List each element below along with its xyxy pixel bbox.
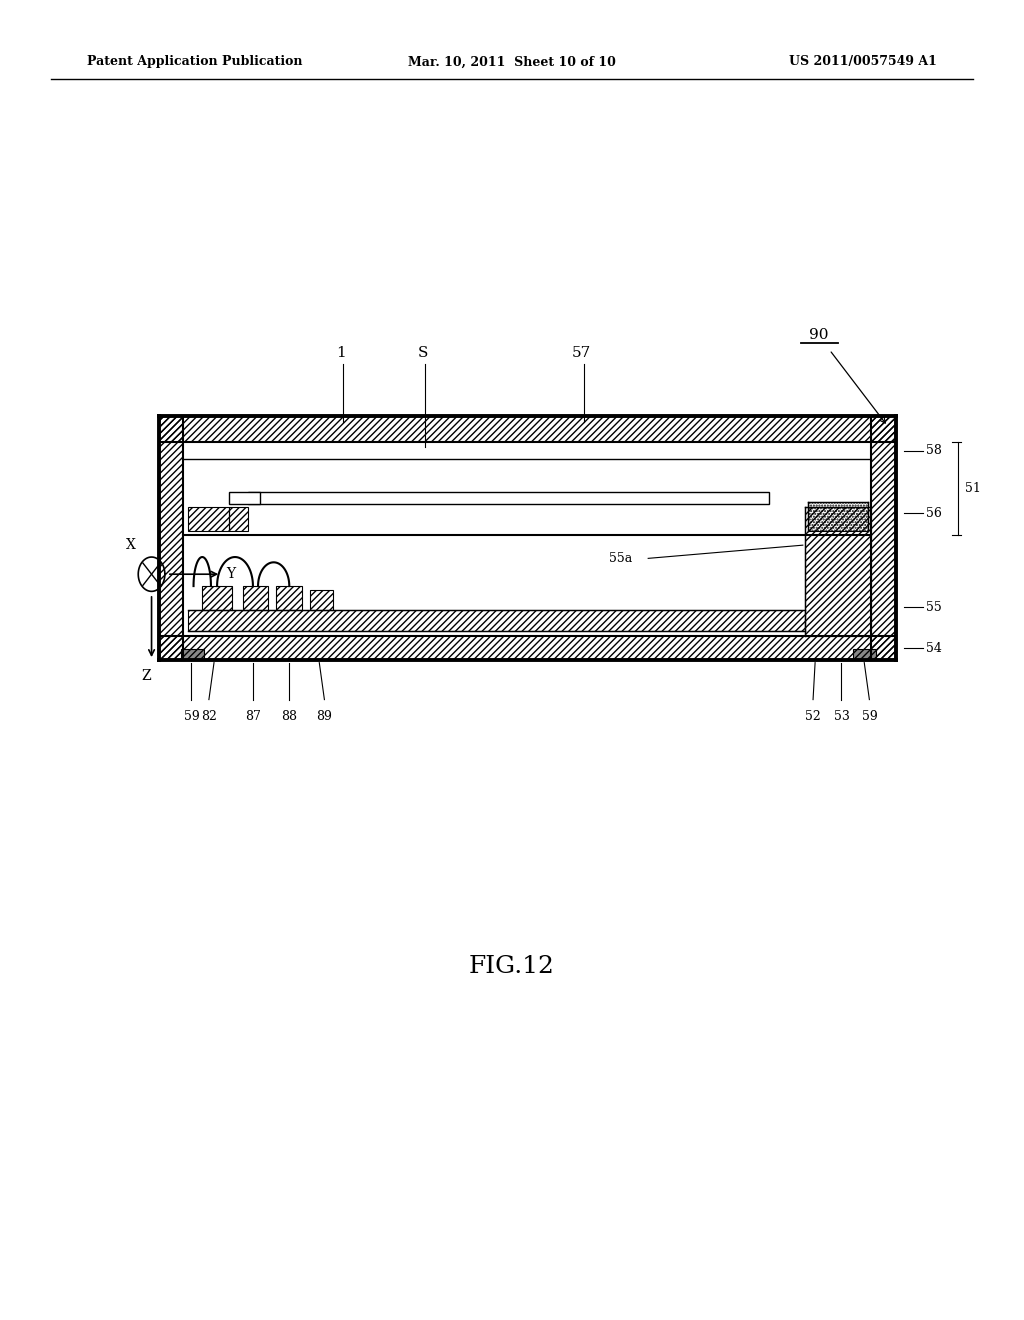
Bar [310, 590, 333, 610]
Text: Y: Y [226, 568, 236, 581]
Text: X: X [126, 537, 136, 552]
Text: 55: 55 [926, 601, 941, 614]
Bar [853, 649, 876, 660]
Text: 56: 56 [926, 507, 942, 520]
Text: 87: 87 [245, 710, 261, 723]
Text: 53: 53 [834, 710, 850, 723]
Text: 59: 59 [861, 710, 878, 723]
Text: 82: 82 [201, 710, 217, 723]
Text: US 2011/0057549 A1: US 2011/0057549 A1 [790, 55, 937, 69]
Bar [276, 586, 302, 610]
Text: 54: 54 [926, 642, 942, 655]
Text: 59: 59 [183, 710, 200, 723]
Bar [159, 416, 896, 442]
Bar [159, 636, 896, 660]
Bar [871, 416, 896, 660]
Text: 88: 88 [282, 710, 297, 723]
Bar [805, 507, 871, 636]
Text: 58: 58 [926, 445, 942, 457]
Text: 55a: 55a [609, 552, 633, 565]
Bar [808, 502, 868, 531]
Text: 52: 52 [805, 710, 821, 723]
Bar [248, 492, 769, 504]
Text: 89: 89 [316, 710, 333, 723]
Bar [181, 649, 204, 660]
Bar [202, 586, 232, 610]
Text: 90: 90 [809, 327, 829, 342]
Bar [243, 586, 268, 610]
Text: Patent Application Publication: Patent Application Publication [87, 55, 302, 69]
Text: FIG.12: FIG.12 [469, 954, 555, 978]
Text: 57: 57 [572, 346, 591, 360]
Text: S: S [418, 346, 428, 360]
Bar [229, 492, 260, 504]
Bar [159, 416, 183, 660]
Bar [188, 610, 805, 631]
Text: 1: 1 [336, 346, 346, 360]
Text: 51: 51 [965, 482, 981, 495]
Text: Z: Z [141, 669, 152, 684]
Text: Mar. 10, 2011  Sheet 10 of 10: Mar. 10, 2011 Sheet 10 of 10 [408, 55, 616, 69]
